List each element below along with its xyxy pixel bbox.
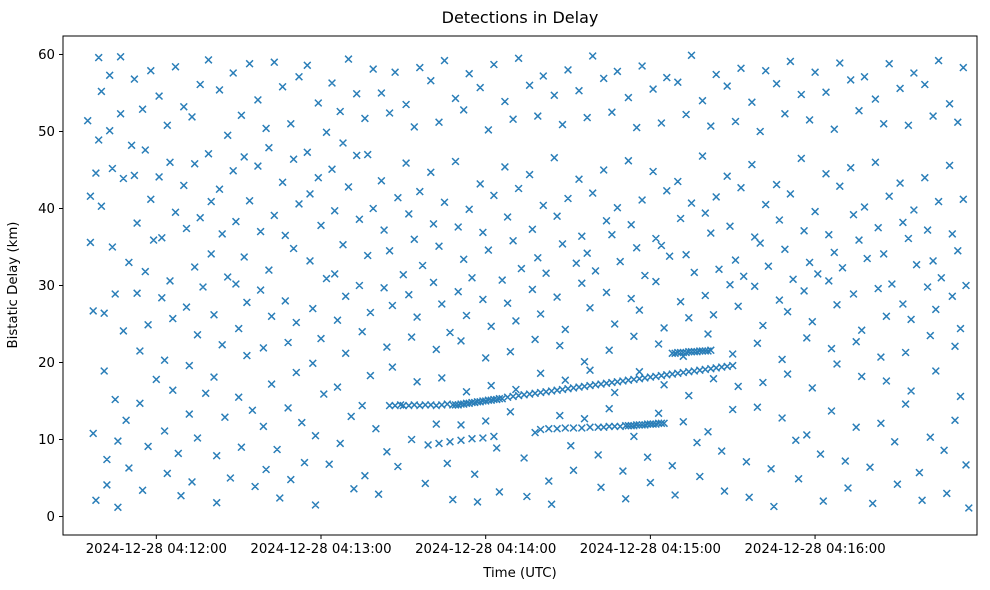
y-tick-label: 50 bbox=[38, 125, 55, 140]
y-axis-label: Bistatic Delay (km) bbox=[6, 222, 21, 349]
plot-area: 2024-12-28 04:12:00 2024-12-28 04:13:00 20… bbox=[38, 35, 978, 557]
y-tick-label: 10 bbox=[38, 433, 55, 448]
x-tick-label: 2024-12-28 04:12:00 bbox=[86, 542, 227, 557]
y-tick-label: 60 bbox=[38, 48, 55, 63]
x-tick-label: 2024-12-28 04:14:00 bbox=[415, 542, 556, 557]
x-tick-label: 2024-12-28 04:15:00 bbox=[580, 542, 721, 557]
y-tick-label: 0 bbox=[47, 510, 55, 525]
axes-frame bbox=[62, 35, 978, 536]
x-tick-label: 2024-12-28 04:16:00 bbox=[744, 542, 885, 557]
scatter-points bbox=[83, 51, 973, 512]
y-tick-label: 30 bbox=[38, 279, 55, 294]
y-tick-label: 40 bbox=[38, 202, 55, 217]
x-axis-label: Time (UTC) bbox=[482, 566, 557, 581]
x-tick-label: 2024-12-28 04:13:00 bbox=[250, 542, 391, 557]
y-tick-label: 20 bbox=[38, 356, 55, 371]
chart-title: Detections in Delay bbox=[442, 8, 599, 27]
